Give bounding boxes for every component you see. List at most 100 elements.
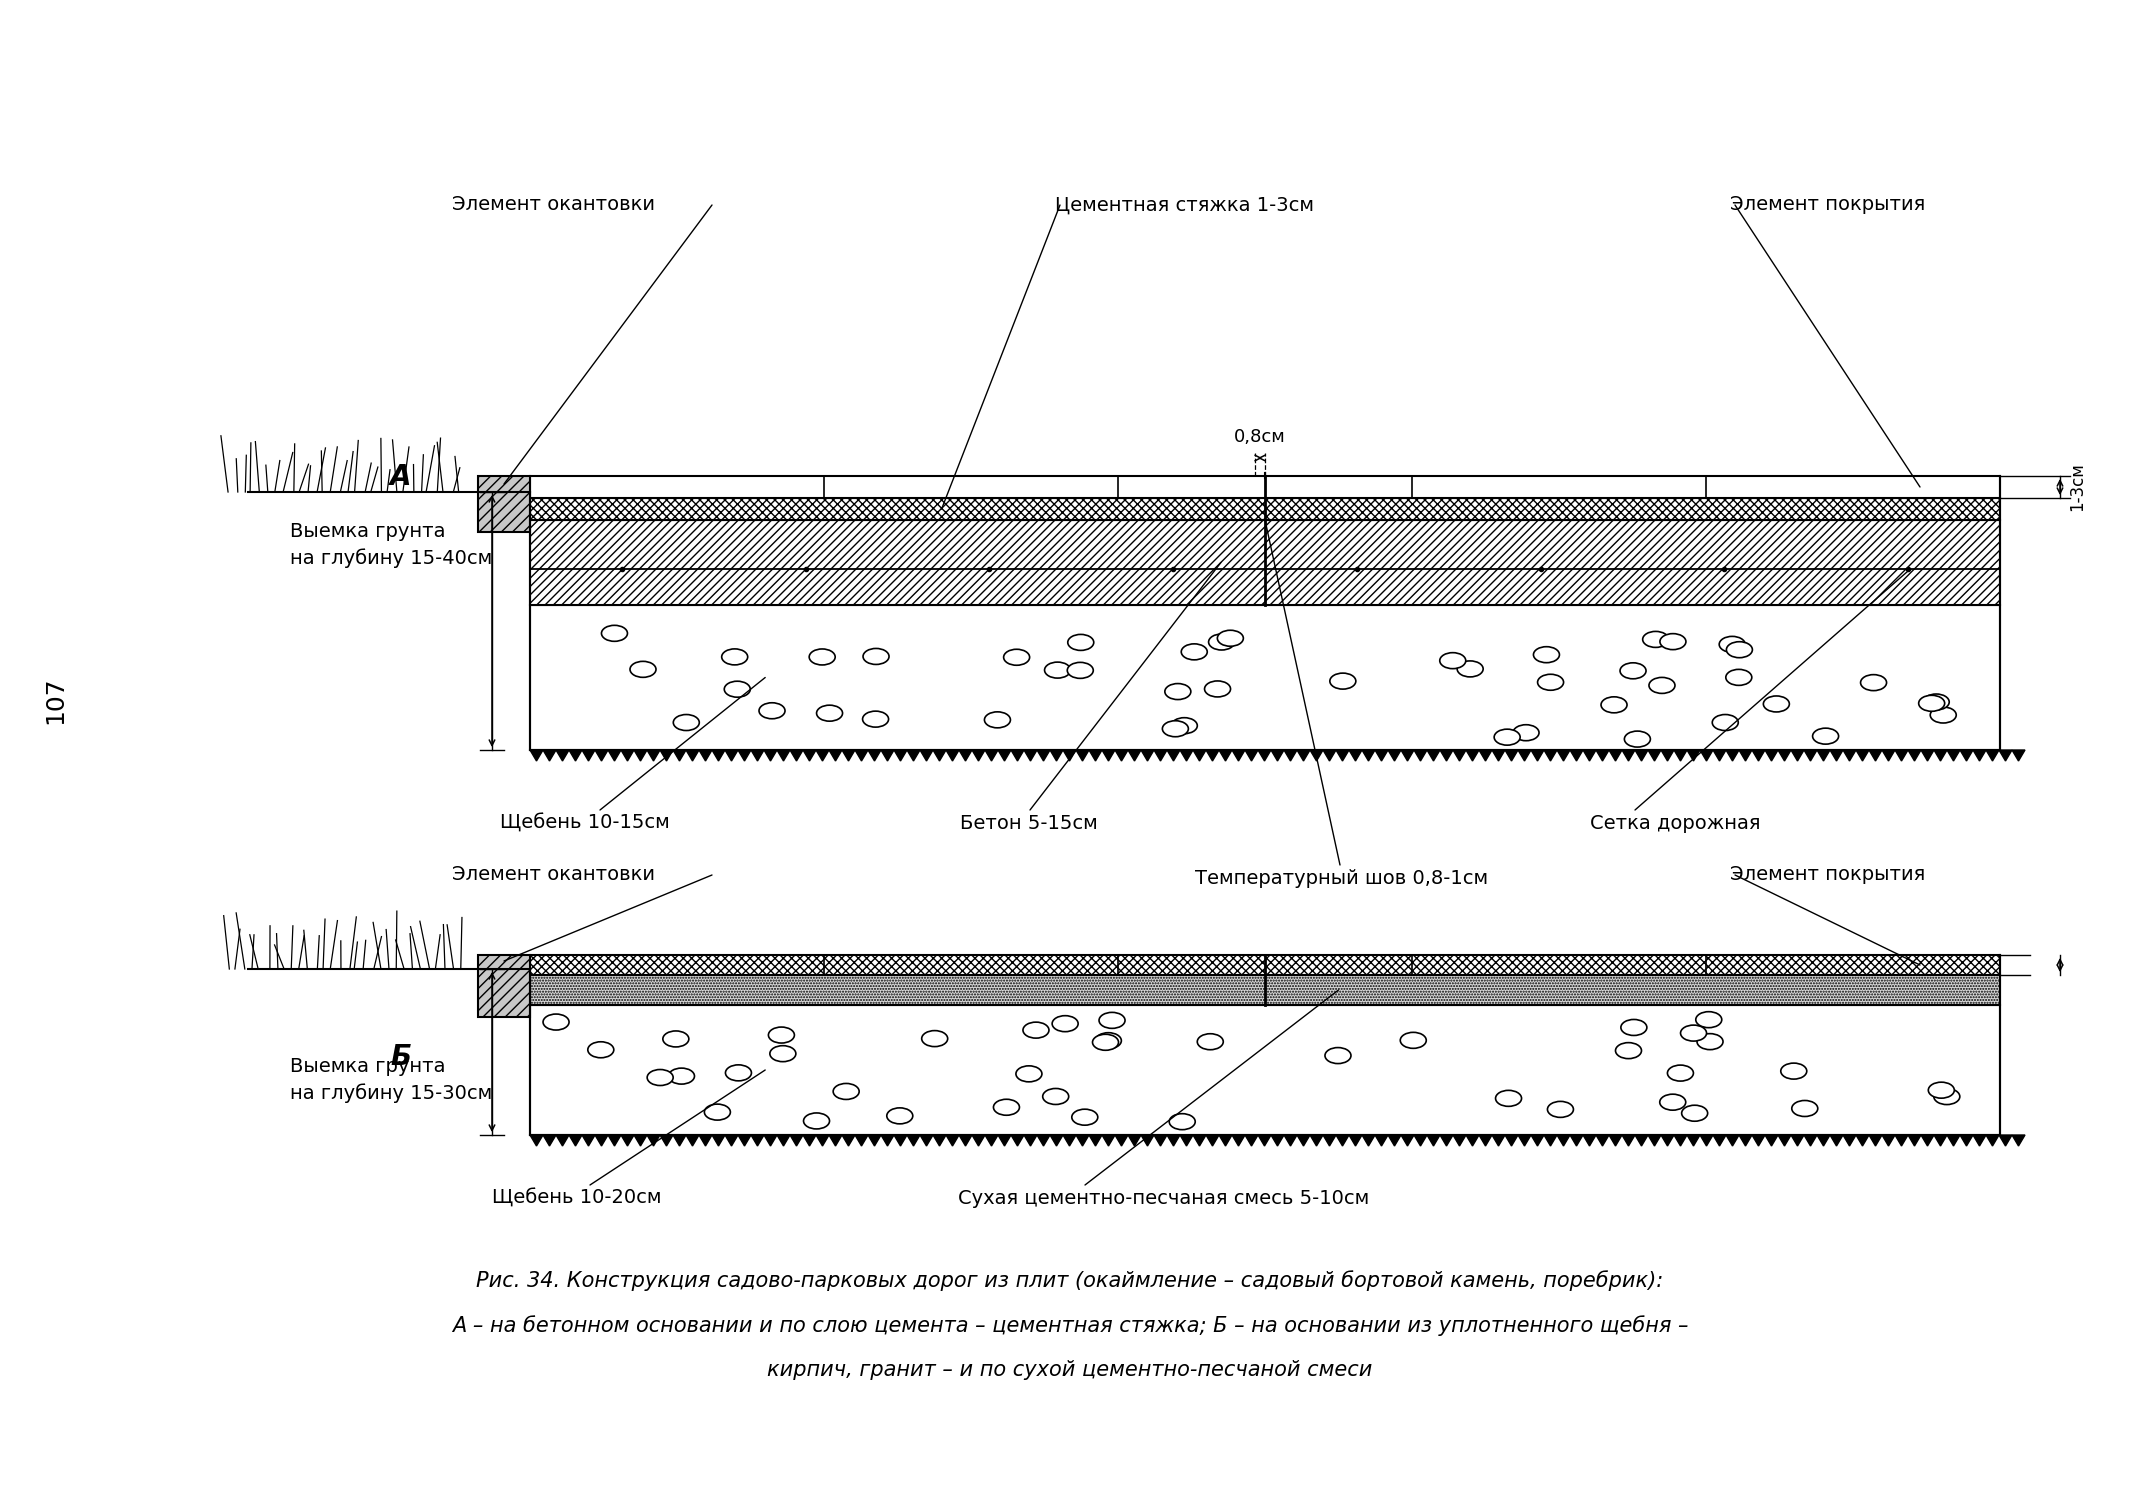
Polygon shape xyxy=(790,750,802,760)
Polygon shape xyxy=(1504,1136,1517,1146)
Polygon shape xyxy=(738,1136,751,1146)
Polygon shape xyxy=(1479,750,1492,760)
Polygon shape xyxy=(1740,750,1753,760)
Ellipse shape xyxy=(1601,698,1626,712)
Text: Элемент покрытия: Элемент покрытия xyxy=(1729,195,1926,214)
Polygon shape xyxy=(1427,1136,1440,1146)
Bar xyxy=(531,975,2001,1005)
Polygon shape xyxy=(1440,1136,1453,1146)
Polygon shape xyxy=(959,750,972,760)
Polygon shape xyxy=(841,750,856,760)
Bar xyxy=(477,956,531,1017)
Polygon shape xyxy=(633,1136,646,1146)
Polygon shape xyxy=(1935,750,1947,760)
Polygon shape xyxy=(997,1136,1010,1146)
Polygon shape xyxy=(1284,750,1297,760)
Polygon shape xyxy=(544,750,556,760)
Text: Сухая цементно-песчаная смесь 5-10см: Сухая цементно-песчаная смесь 5-10см xyxy=(959,1190,1370,1208)
Polygon shape xyxy=(1179,1136,1192,1146)
Polygon shape xyxy=(1466,750,1479,760)
Polygon shape xyxy=(556,750,569,760)
Ellipse shape xyxy=(1218,630,1243,646)
Text: Элемент покрытия: Элемент покрытия xyxy=(1729,865,1926,885)
Text: Щебень 10-20см: Щебень 10-20см xyxy=(492,1190,661,1208)
Polygon shape xyxy=(1297,1136,1310,1146)
Ellipse shape xyxy=(1930,706,1956,723)
Text: Б: Б xyxy=(389,1042,411,1071)
Polygon shape xyxy=(1076,750,1089,760)
Ellipse shape xyxy=(1620,1020,1648,1035)
Ellipse shape xyxy=(1920,696,1945,711)
Polygon shape xyxy=(1558,1136,1571,1146)
Polygon shape xyxy=(1389,750,1402,760)
Polygon shape xyxy=(1973,750,1986,760)
Ellipse shape xyxy=(588,1042,614,1058)
Ellipse shape xyxy=(993,1100,1019,1116)
Polygon shape xyxy=(1986,750,1999,760)
Ellipse shape xyxy=(1620,663,1646,680)
Polygon shape xyxy=(672,750,687,760)
Polygon shape xyxy=(1504,750,1517,760)
Polygon shape xyxy=(1960,1136,1973,1146)
Ellipse shape xyxy=(1650,678,1676,693)
Ellipse shape xyxy=(1168,1113,1196,1130)
Ellipse shape xyxy=(1928,1082,1954,1098)
Polygon shape xyxy=(1881,750,1896,760)
Polygon shape xyxy=(1778,1136,1791,1146)
Polygon shape xyxy=(1166,1136,1179,1146)
Polygon shape xyxy=(1310,750,1323,760)
Polygon shape xyxy=(777,750,790,760)
Polygon shape xyxy=(1128,1136,1141,1146)
Polygon shape xyxy=(920,1136,933,1146)
Bar xyxy=(531,956,2001,975)
Ellipse shape xyxy=(862,648,888,664)
Ellipse shape xyxy=(1094,1035,1119,1050)
Polygon shape xyxy=(725,750,738,760)
Ellipse shape xyxy=(984,712,1010,728)
Ellipse shape xyxy=(704,1104,730,1120)
Polygon shape xyxy=(595,1136,608,1146)
Ellipse shape xyxy=(1725,669,1753,686)
Polygon shape xyxy=(1271,750,1284,760)
Polygon shape xyxy=(1335,750,1348,760)
Text: А: А xyxy=(389,464,411,490)
Ellipse shape xyxy=(1494,729,1519,746)
Polygon shape xyxy=(1881,1136,1896,1146)
Ellipse shape xyxy=(1697,1034,1723,1050)
Polygon shape xyxy=(1571,750,1584,760)
Polygon shape xyxy=(1479,1136,1492,1146)
Text: Бетон 5-15см: Бетон 5-15см xyxy=(961,815,1098,833)
Polygon shape xyxy=(1361,750,1376,760)
Polygon shape xyxy=(1699,750,1712,760)
Polygon shape xyxy=(856,750,869,760)
Polygon shape xyxy=(777,1136,790,1146)
Polygon shape xyxy=(984,1136,997,1146)
Polygon shape xyxy=(1973,1136,1986,1146)
Polygon shape xyxy=(531,750,544,760)
Polygon shape xyxy=(1686,1136,1699,1146)
Polygon shape xyxy=(1466,1136,1479,1146)
Polygon shape xyxy=(1076,1136,1089,1146)
Ellipse shape xyxy=(1534,646,1560,663)
Polygon shape xyxy=(1558,750,1571,760)
Text: Выемка грунта
на глубину 15-40см: Выемка грунта на глубину 15-40см xyxy=(291,522,492,568)
Polygon shape xyxy=(972,750,984,760)
Polygon shape xyxy=(1064,1136,1076,1146)
Polygon shape xyxy=(1999,1136,2012,1146)
Polygon shape xyxy=(828,750,841,760)
Polygon shape xyxy=(1453,750,1466,760)
Polygon shape xyxy=(1868,1136,1881,1146)
Polygon shape xyxy=(1271,1136,1284,1146)
Polygon shape xyxy=(933,750,946,760)
Polygon shape xyxy=(946,1136,959,1146)
Polygon shape xyxy=(1115,750,1128,760)
Polygon shape xyxy=(531,1136,544,1146)
Text: 0,8см: 0,8см xyxy=(1235,427,1286,445)
Ellipse shape xyxy=(802,1113,830,1130)
Polygon shape xyxy=(1960,750,1973,760)
Polygon shape xyxy=(972,1136,984,1146)
Ellipse shape xyxy=(544,1014,569,1031)
Polygon shape xyxy=(1361,1136,1376,1146)
Polygon shape xyxy=(1635,1136,1648,1146)
Polygon shape xyxy=(1909,750,1922,760)
